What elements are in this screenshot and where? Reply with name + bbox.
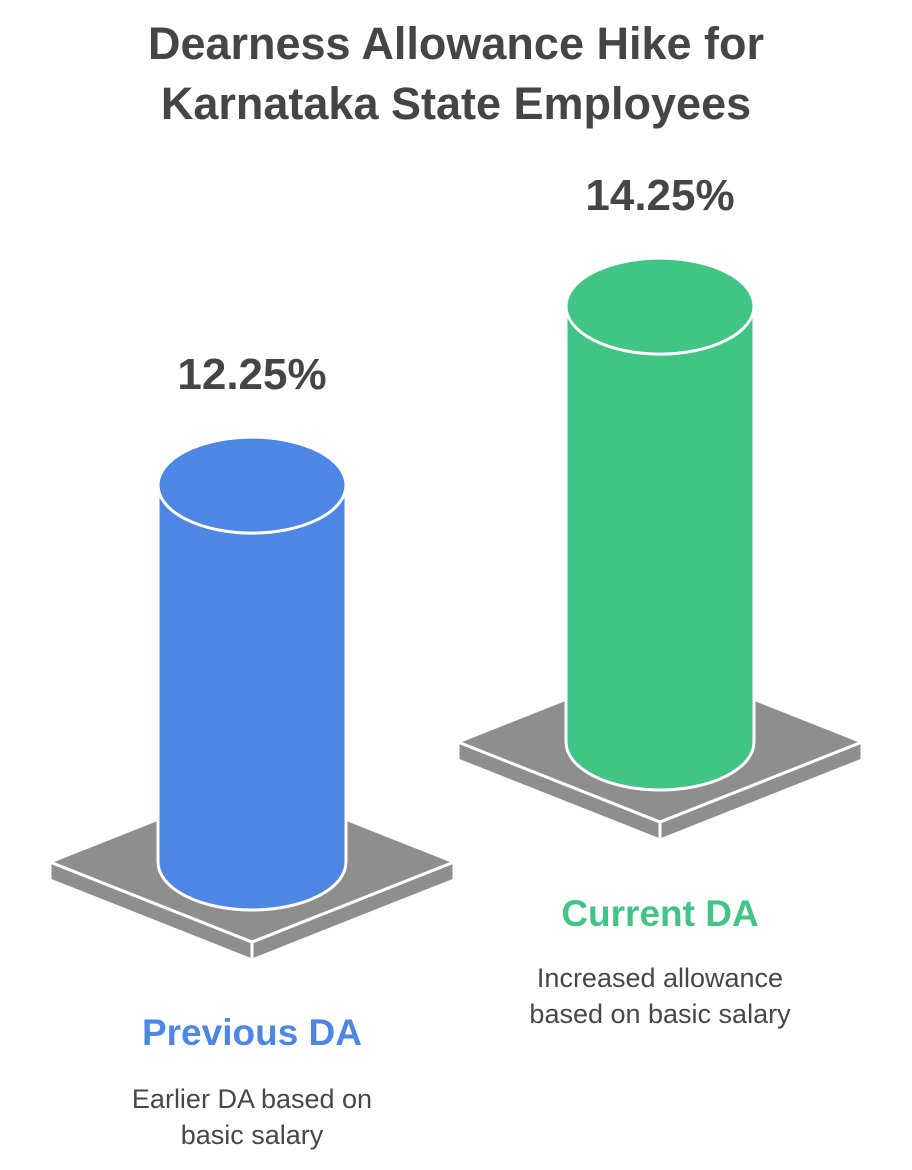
bar-current-da	[564, 304, 756, 792]
value-label-previous-da: 12.25%	[177, 350, 326, 399]
description-previous-da-line-2: basic salary	[180, 1120, 324, 1150]
description-previous-da: Earlier DA based on basic salary	[82, 1081, 422, 1153]
bar-top-previous-da	[156, 435, 348, 535]
description-current-da: Increased allowance based on basic salar…	[480, 960, 840, 1032]
description-current-da-line-2: based on basic salary	[529, 999, 791, 1029]
description-previous-da-line-1: Earlier DA based on	[131, 1084, 373, 1114]
category-label-current-da: Current DA	[561, 893, 759, 934]
value-label-current-da: 14.25%	[585, 171, 734, 220]
category-label-previous-da: Previous DA	[141, 1012, 362, 1053]
description-current-da-line-1: Increased allowance	[536, 963, 784, 993]
chart-title: Dearness Allowance Hike for Karnataka St…	[0, 14, 912, 134]
bar-top-current-da	[564, 256, 756, 356]
chart-title-line-1: Dearness Allowance Hike for	[147, 18, 765, 69]
bar-previous-da	[156, 483, 348, 912]
chart-title-line-2: Karnataka State Employees	[160, 78, 752, 129]
